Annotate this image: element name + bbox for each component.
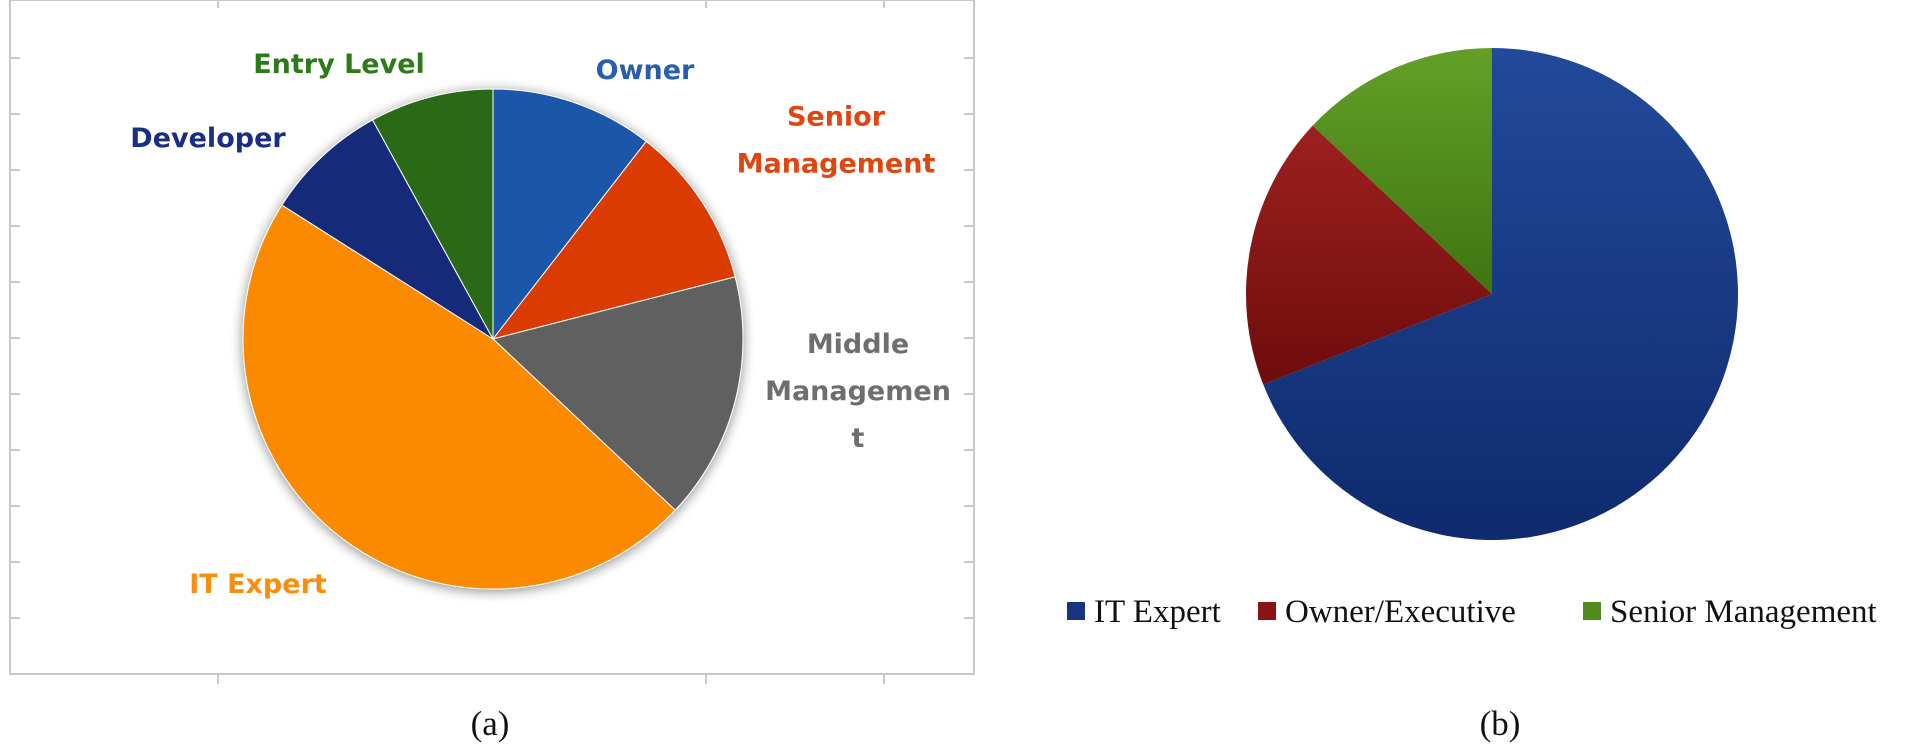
legend-label: IT Expert: [1094, 594, 1221, 630]
pie-b-slice-it-expert: [1263, 48, 1738, 540]
legend-item-it-expert: IT Expert: [1067, 594, 1221, 630]
pie-chart-b: [1245, 48, 1738, 540]
pie-a-label-it-expert: IT Expert: [189, 569, 327, 600]
pie-a-label-line: Owner: [596, 55, 695, 86]
pie-b-slice-owner-executive: [1245, 125, 1492, 385]
pie-a-label-line: Senior: [787, 102, 886, 133]
panel-a-gridlines: [10, 0, 974, 684]
pie-a-label-middle-management: Middle Managemen t: [765, 329, 951, 454]
pie-a-label-senior-management: Senior Management: [737, 102, 936, 180]
legend-swatch: [1067, 602, 1085, 620]
pie-a-label-line: Developer: [130, 123, 286, 154]
pie-a-label-line: t: [852, 423, 865, 454]
pie-a-label-line: Managemen: [765, 376, 951, 407]
legend-label: Owner/Executive: [1285, 594, 1516, 630]
pie-a-label-line: IT Expert: [189, 569, 327, 600]
pie-a-label-entry-level: Entry Level: [253, 49, 425, 80]
pie-a-label-owner: Owner: [596, 55, 695, 86]
pie-chart-b-legend: IT Expert Owner/Executive Senior Managemen…: [1067, 594, 1877, 630]
legend-item-owner-executive: Owner/Executive: [1258, 594, 1516, 630]
legend-item-senior-management: Senior Management: [1583, 594, 1877, 630]
pie-a-slice-it-expert: [242, 204, 676, 590]
pie-a-slice-senior-management: [491, 140, 736, 340]
pie-a-label-line: Management: [737, 149, 936, 180]
pie-chart-a: [242, 88, 744, 590]
pie-a-slice-developer: [281, 119, 494, 340]
legend-label: Senior Management: [1610, 594, 1877, 630]
caption-a: (a): [471, 704, 510, 743]
pie-a-label-line: Middle: [807, 329, 909, 360]
pie-b-slice-senior-management: [1312, 48, 1492, 294]
pie-a-slice-middle-management: [491, 276, 744, 511]
panel-b: IT Expert Owner/Executive Senior Managemen…: [1067, 48, 1877, 630]
legend-swatch: [1258, 602, 1276, 620]
pie-a-label-developer: Developer: [130, 123, 286, 154]
caption-b: (b): [1480, 704, 1521, 743]
legend-swatch: [1583, 602, 1601, 620]
pie-a-slice-entry-level: [371, 88, 494, 340]
pie-a-slice-owner: [492, 88, 647, 341]
pie-a-label-line: Entry Level: [253, 49, 425, 80]
